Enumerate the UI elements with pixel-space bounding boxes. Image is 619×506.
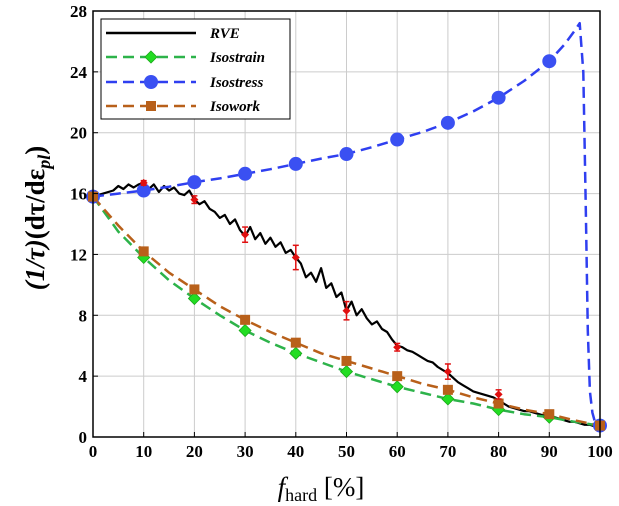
x-axis-label: fhard [%] [278, 472, 365, 505]
x-tick-label-100: 100 [587, 442, 613, 461]
marker-isostress-70 [440, 115, 455, 130]
error-bar-10 [139, 178, 148, 187]
marker-isostress-40 [288, 156, 303, 171]
x-tick-label-60: 60 [389, 442, 406, 461]
marker-isowork-20 [189, 284, 200, 295]
x-tick-label-70: 70 [439, 442, 456, 461]
legend-entry-isostrain: Isostrain [106, 50, 265, 66]
legend-label-isostrain: Isostrain [209, 50, 265, 66]
marker-isostrain-40 [289, 346, 303, 360]
marker-isostrain-70 [441, 392, 455, 406]
y-tick-label-16: 16 [70, 185, 87, 204]
marker-isostress-50 [339, 147, 354, 162]
y-tick-label-20: 20 [70, 124, 87, 143]
legend-entry-isostress: Isostress [106, 75, 264, 91]
y-tick-label-4: 4 [79, 367, 88, 386]
marker-isostress-20 [187, 175, 202, 190]
error-bar-point-60 [393, 343, 402, 352]
error-bar-point-80 [494, 390, 503, 399]
legend-entry-rve: RVE [106, 26, 240, 42]
x-tick-label-80: 80 [490, 442, 507, 461]
marker-isostress-30 [238, 166, 253, 181]
error-bar-point-20 [190, 195, 199, 204]
marker-isowork-60 [392, 371, 403, 382]
legend-label-rve: RVE [209, 26, 240, 42]
marker-isostrain-60 [390, 380, 404, 394]
marker-isowork-10 [138, 246, 149, 257]
marker-isowork-50 [341, 355, 352, 366]
legend-box [100, 18, 291, 120]
legend: RVE Isostrain Isostress Isowork [100, 18, 291, 120]
y-axis-label-part-c: ) [20, 146, 50, 155]
error-bar-20 [190, 195, 199, 205]
error-bar-50 [342, 300, 351, 321]
error-bar-70 [443, 363, 452, 380]
x-tick-label-90: 90 [541, 442, 558, 461]
x-tick-label-10: 10 [135, 442, 152, 461]
error-bar-point-50 [342, 306, 351, 315]
x-axis-label-sub: hard [285, 485, 317, 505]
legend-marker-isostress [144, 75, 158, 89]
x-tick-label-40: 40 [287, 442, 304, 461]
y-tick-label-12: 12 [70, 245, 87, 264]
error-bar-point-40 [291, 253, 300, 262]
legend-label-isostress: Isostress [209, 75, 264, 91]
legend-marker-isowork [146, 101, 156, 111]
x-tick-label-20: 20 [186, 442, 203, 461]
marker-isostrain-30 [238, 323, 252, 338]
x-tick-label-0: 0 [89, 442, 98, 461]
marker-isowork-30 [240, 314, 251, 325]
marker-isostress-10 [136, 183, 151, 198]
y-tick-label-24: 24 [70, 63, 88, 82]
error-bar-80 [494, 389, 503, 400]
error-bar-point-70 [443, 367, 452, 376]
x-axis-label-main: f [278, 472, 289, 502]
marker-isostrain-50 [339, 365, 354, 379]
x-tick-label-30: 30 [237, 442, 254, 461]
x-tick-label-50: 50 [338, 442, 355, 461]
marker-isowork-70 [442, 384, 453, 395]
error-bar-layer [139, 178, 503, 400]
marker-isostress-80 [491, 90, 506, 105]
marker-isostress-60 [390, 132, 405, 147]
error-bar-30 [241, 226, 250, 244]
marker-isowork-80 [493, 398, 504, 409]
marker-isowork-40 [290, 337, 301, 348]
y-axis-label-part-a: (1/τ) [20, 239, 50, 290]
marker-isostrain-20 [187, 291, 201, 306]
x-axis-label-unit: [%] [317, 472, 364, 502]
error-bar-point-30 [241, 230, 250, 239]
y-tick-label-8: 8 [79, 306, 88, 325]
marker-isowork-90 [544, 409, 555, 420]
error-bar-point-10 [139, 178, 148, 187]
legend-marker-isostrain [144, 50, 158, 64]
y-axis-label: (1/τ)(dτ/dεpl) [20, 146, 54, 291]
y-axis-label-sub: pl [34, 155, 54, 171]
y-tick-label-28: 28 [70, 2, 87, 21]
legend-label-isowork: Isowork [209, 99, 261, 115]
error-bar-40 [291, 244, 300, 271]
marker-isostress-90 [542, 54, 557, 69]
tick-layer: 0 10 20 30 40 50 60 70 80 90 100 0 4 8 12 16 20 24 28 [70, 2, 613, 461]
y-axis-label-part-b: (dτ/dε [20, 169, 50, 240]
error-bar-60 [393, 342, 402, 352]
y-tick-label-0: 0 [79, 428, 88, 447]
legend-entry-isowork: Isowork [106, 99, 261, 115]
